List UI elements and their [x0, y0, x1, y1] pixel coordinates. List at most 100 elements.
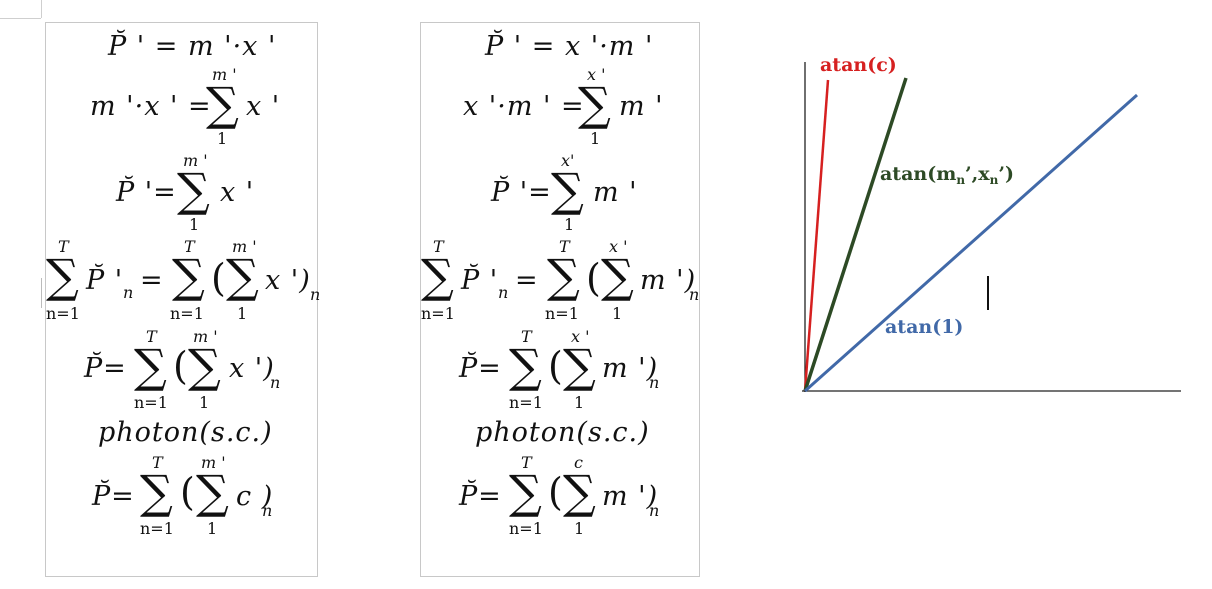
sigma-symbol: ∑ [226, 249, 259, 303]
sum-upper-limit: m ' [212, 65, 237, 84]
subscript-n: n [270, 373, 281, 392]
sum-upper-limit: T [521, 327, 532, 346]
sigma-symbol: ∑ [578, 77, 611, 131]
equation-2-rhs: m ' [619, 91, 664, 122]
sum-upper-limit: T [184, 237, 195, 256]
subscript-n: n [262, 501, 273, 520]
equation-3-rhs: m ' [593, 177, 638, 208]
sigma-symbol: ∑ [177, 163, 210, 217]
angle-diagram: atan(c) atan(mn’,xn’) atan(1) [802, 54, 1181, 393]
equation-7-lhs: P̆= [92, 481, 135, 512]
sigma-symbol: ∑ [188, 339, 221, 393]
sigma-symbol: ∑ [601, 249, 634, 303]
equation-2-rhs: x ' [246, 91, 281, 122]
equation-5-lhs: P̆= [459, 353, 502, 384]
sigma-symbol: ∑ [509, 339, 542, 393]
subscript-n: n [310, 285, 321, 304]
equation-5-body: x ') [229, 353, 275, 384]
page-corner-mark [0, 18, 41, 19]
equals-sign: = [515, 265, 539, 296]
equation-1: P̆ ' = m '·x ' [108, 31, 277, 62]
text-cursor-mark [41, 278, 42, 308]
equation-4-body: m ') [640, 265, 697, 296]
page-corner-mark [41, 0, 42, 18]
equation-7-body: m ') [602, 481, 659, 512]
sigma-symbol: ∑ [172, 249, 205, 303]
sigma-symbol: ∑ [46, 249, 79, 303]
sum-lower-limit: 1 [574, 393, 585, 412]
sum-lower-limit: n=1 [134, 393, 168, 412]
equation-4-term: P̆ ' [461, 265, 499, 296]
equation-7-lhs: P̆= [459, 481, 502, 512]
equation-5-body: m ') [602, 353, 659, 384]
subscript-n: n [498, 283, 509, 302]
sum-lower-limit: n=1 [509, 393, 543, 412]
sum-upper-limit: x ' [571, 327, 590, 346]
equals-sign: = [140, 265, 164, 296]
sum-lower-limit: n=1 [170, 304, 204, 323]
sigma-symbol: ∑ [547, 249, 580, 303]
sum-lower-limit: n=1 [421, 304, 455, 323]
sum-lower-limit: 1 [590, 129, 601, 148]
sum-upper-limit: T [521, 453, 532, 472]
sum-lower-limit: 1 [199, 393, 210, 412]
sum-upper-limit: T [146, 327, 157, 346]
sum-lower-limit: 1 [207, 519, 218, 538]
sum-lower-limit: 1 [574, 519, 585, 538]
sigma-symbol: ∑ [563, 339, 596, 393]
sum-lower-limit: n=1 [140, 519, 174, 538]
equation-4-term: P̆ ' [86, 265, 124, 296]
sigma-symbol: ∑ [509, 465, 542, 519]
open-paren: ( [548, 344, 564, 388]
equation-6: photon(s.c.) [98, 417, 273, 448]
sigma-symbol: ∑ [421, 249, 454, 303]
sum-lower-limit: 1 [189, 215, 200, 234]
sum-upper-limit: x ' [587, 65, 606, 84]
label-atan-c: atan(c) [820, 54, 897, 76]
subscript-n: n [689, 285, 700, 304]
sigma-symbol: ∑ [563, 465, 596, 519]
sigma-symbol: ∑ [196, 465, 229, 519]
line-atan-1 [804, 93, 1138, 393]
equation-frame-left[interactable]: P̆ ' = m '·x ' m '·x ' = m ' ∑ 1 x ' P̆ … [45, 22, 321, 577]
sum-lower-limit: 1 [612, 304, 623, 323]
equation-3-lhs: P̆ '= [491, 177, 552, 208]
sigma-symbol: ∑ [551, 163, 584, 217]
subscript-n: n [649, 373, 660, 392]
label-atan-mn-xn: atan(mn’,xn’) [880, 163, 1014, 187]
subscript-n: n [649, 501, 660, 520]
open-paren: ( [548, 470, 564, 514]
sum-lower-limit: n=1 [509, 519, 543, 538]
sum-upper-limit: T [58, 237, 69, 256]
sum-lower-limit: n=1 [545, 304, 579, 323]
sum-upper-limit: T [559, 237, 570, 256]
equation-1: P̆ ' = x '·m ' [485, 31, 654, 62]
sum-lower-limit: 1 [237, 304, 248, 323]
sum-upper-limit: x ' [609, 237, 628, 256]
sum-upper-limit: c [574, 453, 583, 472]
sigma-symbol: ∑ [134, 339, 167, 393]
sum-lower-limit: 1 [217, 129, 228, 148]
sum-lower-limit: n=1 [46, 304, 80, 323]
equation-3-lhs: P̆ '= [116, 177, 177, 208]
open-paren: ( [173, 344, 189, 388]
sum-upper-limit: T [152, 453, 163, 472]
open-paren: ( [180, 470, 196, 514]
line-atan-mn-xn [803, 77, 908, 392]
sum-upper-limit: m ' [193, 327, 218, 346]
equation-4-body: x ') [265, 265, 311, 296]
sum-upper-limit: m ' [201, 453, 226, 472]
equation-6: photon(s.c.) [475, 417, 650, 448]
equation-7-body: c ) [236, 481, 274, 512]
subscript-n: n [123, 283, 134, 302]
line-atan-c [803, 79, 830, 392]
sum-upper-limit: m ' [183, 151, 208, 170]
sum-upper-limit: T [433, 237, 444, 256]
sum-upper-limit: m ' [232, 237, 257, 256]
sigma-symbol: ∑ [206, 77, 239, 131]
open-paren: ( [586, 256, 602, 300]
equation-frame-right[interactable]: P̆ ' = x '·m ' x '·m ' = x ' ∑ 1 m ' P̆ … [420, 22, 700, 577]
sum-lower-limit: 1 [564, 215, 575, 234]
equation-5-lhs: P̆= [84, 353, 127, 384]
equation-3-rhs: x ' [220, 177, 255, 208]
